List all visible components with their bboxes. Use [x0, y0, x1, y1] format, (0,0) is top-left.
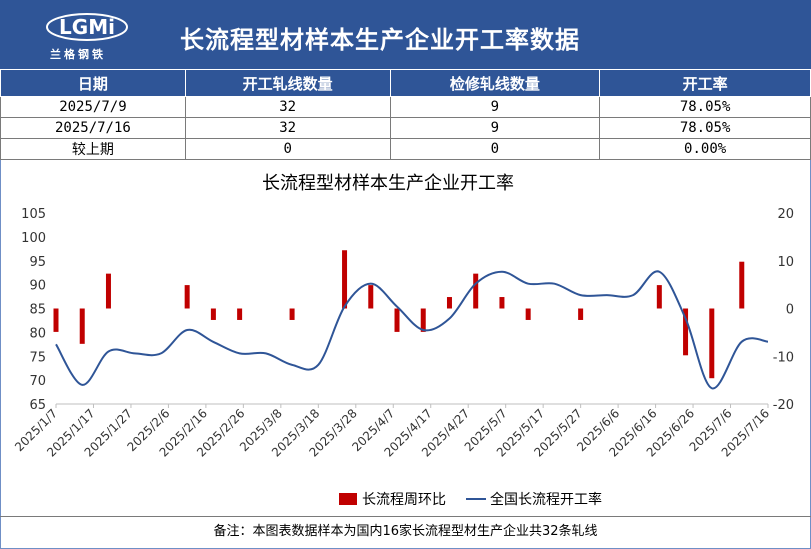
column-header: 开工率: [599, 69, 811, 97]
left-tick-label: 90: [29, 279, 46, 294]
bar-mark: [289, 308, 295, 320]
chart-title: 长流程型材样本生产企业开工率: [262, 173, 514, 194]
left-tick-label: 65: [29, 398, 46, 413]
bar-mark: [53, 308, 59, 332]
lange-logo: LGMi: [46, 13, 128, 41]
table-cell: 0: [184, 138, 391, 160]
table-cell: 78.05%: [599, 117, 811, 139]
bar-mark: [473, 273, 479, 309]
left-tick-label: 70: [29, 374, 46, 389]
bar-mark: [446, 297, 452, 309]
bar-mark: [578, 308, 584, 320]
table-cell: 0.00%: [599, 138, 811, 160]
table-cell: 0: [389, 138, 601, 160]
bar-mark: [499, 297, 505, 309]
table-cell: 32: [184, 117, 391, 139]
chart-legend: 长流程周环比 全国长流程开工率: [339, 491, 602, 508]
left-tick-label: 100: [21, 231, 46, 246]
column-header: 检修轧线数量: [389, 69, 601, 97]
right-tick-label: 0: [786, 303, 794, 318]
line-series: [55, 270, 769, 390]
bar-mark: [394, 308, 400, 332]
table-cell: 78.05%: [599, 96, 811, 118]
table-cell: 32: [184, 96, 391, 118]
column-header: 开工轧线数量: [184, 69, 391, 97]
table-header-row: 日期 开工轧线数量 检修轧线数量 开工率: [0, 69, 811, 97]
right-tick-label: -10: [773, 350, 794, 365]
bar-mark: [79, 308, 85, 344]
line-mark: [55, 270, 769, 390]
logo-mark: LGMi: [59, 15, 115, 39]
bar-mark: [237, 308, 243, 320]
left-tick-label: 95: [29, 255, 46, 270]
legend-bar-label: 长流程周环比: [362, 492, 446, 508]
footnote: 备注：本图表数据样本为国内16家长流程型材生产企业共32条轧线: [0, 516, 811, 549]
x-axis-ticks: 2025/1/72025/1/172025/1/272025/2/62025/2…: [12, 404, 772, 460]
right-tick-label: -20: [773, 398, 794, 413]
table-row: 2025/7/9 32 9 78.05%: [0, 96, 811, 118]
left-tick-label: 75: [29, 350, 46, 365]
bar-mark: [683, 308, 689, 356]
table-row: 较上期 0 0 0.00%: [0, 138, 811, 160]
chart-canvas: 长流程型材样本生产企业开工率 65707580859095100105-20-1…: [12, 173, 794, 508]
bar-series: [53, 250, 745, 379]
bar-mark: [739, 261, 745, 309]
column-header: 日期: [0, 69, 186, 97]
bar-mark: [210, 308, 216, 320]
left-tick-label: 105: [21, 207, 46, 222]
bar-mark: [184, 285, 190, 309]
left-tick-label: 80: [29, 326, 46, 341]
bar-mark: [368, 285, 374, 309]
table-row: 2025/7/16 32 9 78.05%: [0, 117, 811, 139]
table-cell: 较上期: [0, 138, 186, 160]
table-cell: 2025/7/9: [0, 96, 186, 118]
logo-text: 兰格钢铁: [50, 48, 106, 61]
bar-mark: [709, 308, 715, 379]
legend-line-label: 全国长流程开工率: [490, 491, 602, 508]
report-header: LGMi 兰格钢铁 长流程型材样本生产企业开工率数据: [0, 0, 811, 69]
bar-mark: [525, 308, 531, 320]
bar-mark: [105, 273, 111, 309]
page-title: 长流程型材样本生产企业开工率数据: [180, 26, 580, 54]
table-cell: 9: [389, 117, 601, 139]
bar-mark: [420, 308, 426, 332]
table-cell: 2025/7/16: [0, 117, 186, 139]
right-tick-label: 10: [777, 255, 794, 270]
legend-bar-swatch: [339, 493, 357, 505]
capacity-table: 日期 开工轧线数量 检修轧线数量 开工率 2025/7/9 32 9 78.05…: [0, 69, 811, 160]
table-cell: 9: [389, 96, 601, 118]
left-tick-label: 85: [29, 303, 46, 318]
bar-mark: [342, 250, 348, 309]
bar-mark: [656, 285, 662, 309]
right-tick-label: 20: [777, 207, 794, 222]
chart-axes: 65 70 75 80 85 90 95 100 105 -20 -10 0 10 20: [21, 207, 794, 413]
